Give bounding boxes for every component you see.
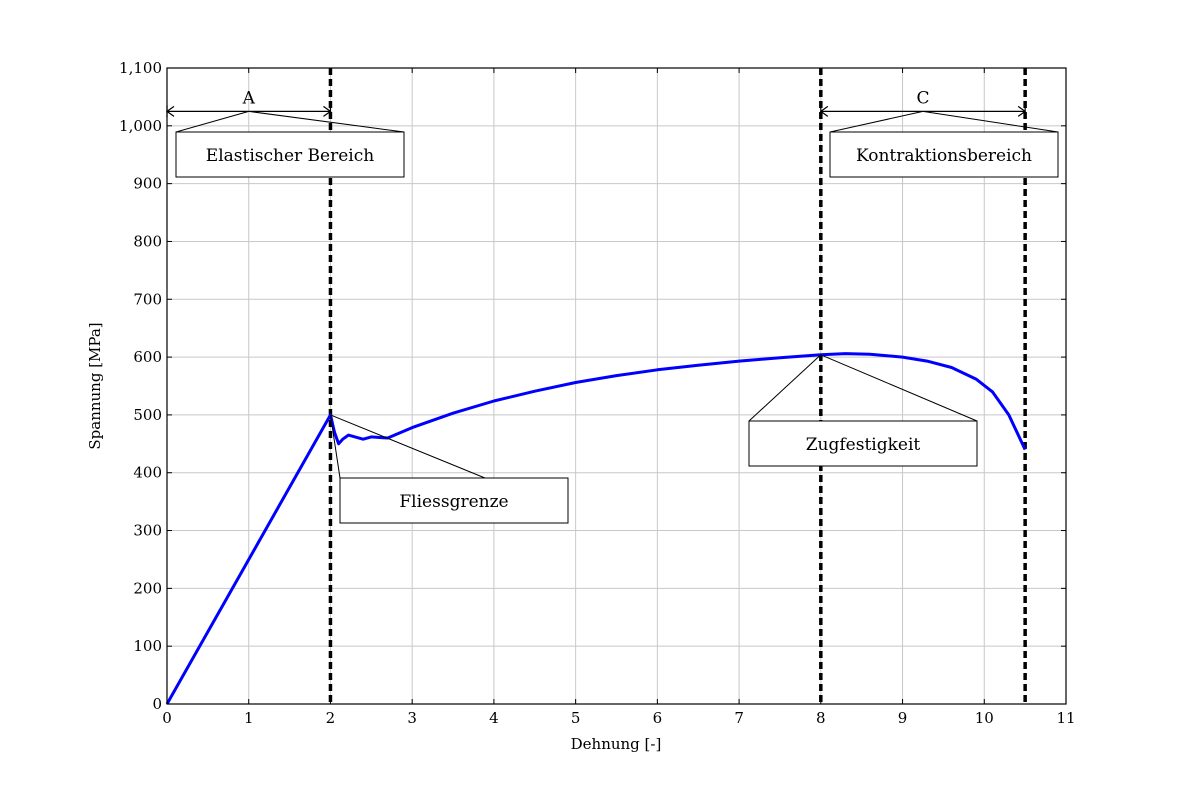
plot-frame-rect (166, 67, 1067, 705)
x-tick-label: 0 (162, 709, 172, 727)
callout-connector (829, 110, 924, 133)
y-tick-label: 800 (133, 232, 162, 250)
annotation-label: Kontraktionsbereich (856, 146, 1032, 166)
plot-frame (166, 67, 1067, 705)
annotation-fliessgrenze: Fliessgrenze (339, 477, 569, 524)
x-tick-label: 7 (734, 709, 744, 727)
series-line (165, 352, 1027, 705)
y-tick-label: 500 (133, 406, 162, 424)
y-tick-label: 600 (133, 348, 162, 366)
x-axis-label: Dehnung [-] (571, 735, 662, 753)
annotation-label: Elastischer Bereich (206, 146, 374, 166)
x-tick-label: 10 (975, 709, 994, 727)
callout-connector (748, 354, 822, 422)
range-label: C (916, 88, 929, 108)
x-tick-label: 8 (816, 709, 826, 727)
y-tick-label: 900 (133, 175, 162, 193)
y-tick-label: 700 (133, 290, 162, 308)
callout-connector (248, 110, 405, 133)
series-layer (165, 352, 1027, 705)
y-axis-label: Spannung [MPa] (86, 322, 104, 449)
x-tick-label: 1 (244, 709, 254, 727)
y-tick-label: 200 (133, 579, 162, 597)
callout-connector (820, 354, 978, 422)
x-tick-label: 11 (1056, 709, 1075, 727)
callout-connector (922, 110, 1059, 133)
callout-connector (329, 414, 341, 479)
y-tick-label: 1,000 (119, 117, 162, 135)
x-tick-label: 5 (571, 709, 581, 727)
x-tick-label: 6 (653, 709, 663, 727)
x-tick-label: 3 (407, 709, 417, 727)
y-tick-label: 100 (133, 637, 162, 655)
y-tick-label: 0 (152, 695, 162, 713)
annotation-zugfestigkeit: Zugfestigkeit (748, 420, 978, 467)
annotation-label: Fliessgrenze (399, 492, 508, 512)
annotation-label: Zugfestigkeit (806, 435, 921, 455)
annotation-kontraktionsbereich: Kontraktionsbereich (829, 131, 1059, 178)
ticks: 0 1 2 3 4 5 6 7 8 9 10 11 0 100 200 300 400 500 600 700 800 9… (119, 59, 1076, 727)
y-tick-label: 1,100 (119, 59, 162, 77)
x-tick-label: 4 (489, 709, 499, 727)
x-tick-label: 9 (898, 709, 908, 727)
range-label: A (242, 88, 256, 108)
x-tick-label: 2 (326, 709, 336, 727)
y-tick-label: 300 (133, 522, 162, 540)
callout-connector (175, 110, 249, 133)
y-tick-label: 400 (133, 464, 162, 482)
annotation-elastischer-bereich: Elastischer Bereich (175, 131, 405, 178)
callout-connector (330, 414, 486, 479)
